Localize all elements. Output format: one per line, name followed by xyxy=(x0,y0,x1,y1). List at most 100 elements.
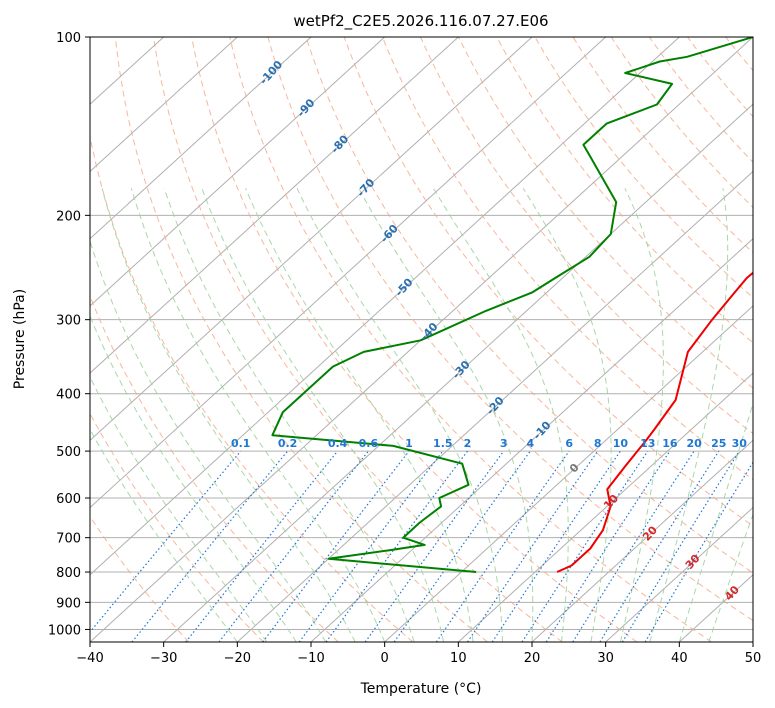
y-tick-label: 500 xyxy=(56,445,81,460)
mixing-ratio-line xyxy=(262,450,410,642)
moist-adiabat-line xyxy=(708,513,753,642)
moist-adiabat-line xyxy=(678,401,753,642)
mixing-ratio-label: 30 xyxy=(732,437,748,450)
dry-adiabat-line xyxy=(343,37,753,527)
x-tick-label: 0 xyxy=(381,651,389,666)
y-tick-label: 1000 xyxy=(48,623,81,638)
mixing-ratio-line xyxy=(545,450,671,642)
mixing-ratio-label: 16 xyxy=(662,437,678,450)
moist-adiabat-line xyxy=(101,188,356,642)
x-tick-label: 50 xyxy=(745,651,762,666)
plot-frame xyxy=(89,36,754,643)
mixing-ratio-line xyxy=(185,450,339,642)
isotherm-line xyxy=(90,37,386,307)
moist-adiabat-line xyxy=(163,188,415,642)
mixing-ratio-line xyxy=(218,450,369,642)
y-axis-label: Pressure (hPa) xyxy=(12,289,28,389)
mixing-ratio-label: 8 xyxy=(594,437,602,450)
isotherm-line xyxy=(90,37,312,240)
mixing-ratio-label: 6 xyxy=(565,437,573,450)
x-tick-label: 20 xyxy=(524,651,541,666)
dry-adiabat-line xyxy=(381,37,753,481)
mixing-ratio-line xyxy=(90,450,242,634)
moist-adiabat-line xyxy=(130,188,386,642)
isotherm-line xyxy=(90,37,238,173)
moist-adiabat-line xyxy=(649,188,729,642)
isotherm-label: -100 xyxy=(257,58,285,87)
dry-adiabat-line xyxy=(90,412,264,642)
moist-adiabat-line xyxy=(90,375,268,642)
x-tick-label: 30 xyxy=(597,651,614,666)
x-tick-label: 40 xyxy=(671,651,688,666)
dry-adiabat-line xyxy=(305,37,753,574)
dry-adiabat-line xyxy=(764,37,775,642)
mixing-ratio-label: 1 xyxy=(405,437,413,450)
mixing-ratio-line xyxy=(599,450,720,642)
dry-adiabat-line xyxy=(458,37,753,389)
mixing-ratio-label: 25 xyxy=(711,437,726,450)
dry-adiabat-line xyxy=(496,37,753,344)
mixing-ratio-label: 2 xyxy=(464,437,472,450)
mixing-ratio-label: 0.2 xyxy=(278,437,298,450)
series-lines xyxy=(271,37,753,573)
mixing-ratio-label: 10 xyxy=(613,437,629,450)
mixing-ratio-label: 0.4 xyxy=(328,437,348,450)
dry-adiabat-line xyxy=(687,37,753,118)
y-tick-label: 400 xyxy=(56,388,81,403)
mixing-ratio-label: 3 xyxy=(500,437,508,450)
moist-adiabat-line xyxy=(522,187,612,642)
dry-adiabat-line xyxy=(229,37,712,642)
x-tick-label: −40 xyxy=(76,651,103,666)
y-tick-label: 300 xyxy=(56,314,81,329)
axes: −40 −30 −20 −10 0 10 20 30 40 50 1000 900 800 700 600 5… xyxy=(48,31,761,666)
mixing-ratio-label: 4 xyxy=(526,437,534,450)
moist-adiabat-line xyxy=(90,428,238,642)
dry-adiabat-line xyxy=(534,37,753,299)
mixing-ratio-line xyxy=(131,450,289,642)
dry-adiabat-line xyxy=(420,37,753,435)
dry-adiabat-line xyxy=(114,37,488,642)
isotherm-line xyxy=(90,37,459,374)
isotherm-line xyxy=(90,37,607,509)
x-axis-label: Temperature (°C) xyxy=(360,681,482,697)
isotherm-line xyxy=(752,641,753,642)
mixing-ratio-line xyxy=(644,461,753,642)
moist-adiabat-line xyxy=(619,187,664,642)
moist-adiabat-line xyxy=(432,187,569,642)
isotherm-line xyxy=(310,237,753,642)
mixing-ratio-label: 0.6 xyxy=(359,437,379,450)
isotherm-line xyxy=(384,305,753,642)
mixing-ratio-line xyxy=(491,450,621,642)
mixing-ratio-label: 0.1 xyxy=(231,437,251,450)
y-tick-label: 200 xyxy=(56,209,81,224)
dewpoint-profile-line xyxy=(271,37,753,573)
moist-adiabat-line xyxy=(245,188,474,642)
isotherm-line xyxy=(605,506,753,642)
mixing-ratio-line xyxy=(467,450,599,642)
dry-adiabat-line xyxy=(267,37,753,622)
temperature-profile-line xyxy=(556,271,753,573)
x-tick-label: −10 xyxy=(297,651,324,666)
isotherm-line xyxy=(90,37,680,576)
dry-adiabat-line xyxy=(572,37,753,254)
isotherm-line xyxy=(90,37,533,442)
dry-adiabat-line xyxy=(725,37,753,72)
isotherm-line xyxy=(163,103,753,642)
dry-adiabat-line xyxy=(191,37,638,642)
y-tick-label: 900 xyxy=(56,596,81,611)
mixing-ratio-line xyxy=(621,450,740,642)
mixing-ratio-line xyxy=(393,450,531,642)
isotherm-line xyxy=(457,372,753,642)
moist-adiabat-line xyxy=(296,187,503,642)
mixing-ratio-label: 1.5 xyxy=(433,437,453,450)
isotherm-line xyxy=(531,439,753,642)
moist-adiabat-line xyxy=(90,239,327,642)
dry-adiabat-line xyxy=(90,294,339,642)
line-labels: 0.1 0.2 0.4 0.6 1 1.5 2 3 4 6 8 10 13 16 20 25 30 36-100-… xyxy=(231,58,753,603)
mixing-ratio-label: 13 xyxy=(640,437,655,450)
x-tick-label: 10 xyxy=(450,651,467,666)
chart-title: wetPf2_C2E5.2026.116.07.27.E06 xyxy=(293,12,548,31)
dry-adiabat-line xyxy=(648,37,753,163)
dry-adiabat-line xyxy=(610,37,753,209)
x-tick-label: −20 xyxy=(224,651,251,666)
